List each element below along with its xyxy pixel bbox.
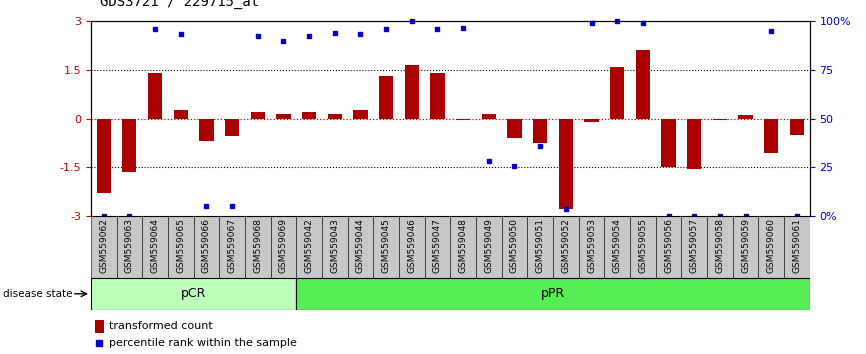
- Bar: [611, 67, 624, 119]
- Text: GSM559065: GSM559065: [177, 218, 185, 273]
- Text: GSM559067: GSM559067: [228, 218, 236, 273]
- Bar: [501, 216, 527, 278]
- Bar: [553, 216, 578, 278]
- Text: GSM559043: GSM559043: [330, 218, 339, 273]
- Text: GSM559052: GSM559052: [561, 218, 571, 273]
- Bar: [507, 119, 521, 138]
- Bar: [578, 216, 604, 278]
- Text: GSM559062: GSM559062: [100, 218, 108, 273]
- Bar: [604, 216, 630, 278]
- Bar: [450, 216, 476, 278]
- Bar: [687, 119, 701, 169]
- Bar: [148, 73, 162, 119]
- Bar: [456, 119, 470, 120]
- Bar: [91, 278, 296, 310]
- Bar: [476, 216, 501, 278]
- Bar: [199, 119, 214, 141]
- Text: GSM559064: GSM559064: [151, 218, 159, 273]
- Bar: [97, 119, 111, 193]
- Bar: [373, 216, 399, 278]
- Bar: [656, 216, 682, 278]
- Bar: [739, 115, 753, 119]
- Bar: [404, 65, 419, 119]
- Text: GSM559056: GSM559056: [664, 218, 673, 273]
- Bar: [117, 216, 142, 278]
- Bar: [302, 112, 316, 119]
- Text: GSM559055: GSM559055: [638, 218, 648, 273]
- Text: pPR: pPR: [541, 287, 565, 300]
- Text: GSM559050: GSM559050: [510, 218, 519, 273]
- Bar: [94, 320, 104, 333]
- Bar: [527, 216, 553, 278]
- Text: GSM559066: GSM559066: [202, 218, 211, 273]
- Bar: [424, 216, 450, 278]
- Bar: [322, 216, 347, 278]
- Text: GSM559045: GSM559045: [382, 218, 391, 273]
- Bar: [353, 110, 367, 119]
- Bar: [251, 112, 265, 119]
- Bar: [379, 76, 393, 119]
- Text: GSM559054: GSM559054: [612, 218, 622, 273]
- Bar: [759, 216, 784, 278]
- Text: GSM559047: GSM559047: [433, 218, 442, 273]
- Text: GSM559058: GSM559058: [715, 218, 724, 273]
- Bar: [430, 73, 444, 119]
- Bar: [533, 119, 547, 143]
- Bar: [764, 119, 779, 153]
- Bar: [713, 119, 727, 120]
- Text: GSM559044: GSM559044: [356, 218, 365, 273]
- Text: disease state: disease state: [3, 289, 72, 299]
- Bar: [630, 216, 656, 278]
- Bar: [707, 216, 733, 278]
- Text: GSM559069: GSM559069: [279, 218, 288, 273]
- Text: GSM559068: GSM559068: [253, 218, 262, 273]
- Bar: [276, 114, 290, 119]
- Text: percentile rank within the sample: percentile rank within the sample: [109, 338, 297, 348]
- Bar: [91, 216, 117, 278]
- Bar: [347, 216, 373, 278]
- Text: GSM559046: GSM559046: [407, 218, 417, 273]
- Bar: [168, 216, 194, 278]
- Bar: [682, 216, 707, 278]
- Bar: [585, 119, 598, 122]
- Bar: [327, 114, 342, 119]
- Bar: [194, 216, 219, 278]
- Bar: [225, 119, 239, 136]
- Bar: [296, 216, 322, 278]
- Bar: [296, 278, 810, 310]
- Text: GSM559063: GSM559063: [125, 218, 134, 273]
- Text: GSM559051: GSM559051: [536, 218, 545, 273]
- Bar: [219, 216, 245, 278]
- Text: GSM559059: GSM559059: [741, 218, 750, 273]
- Text: pCR: pCR: [181, 287, 206, 300]
- Text: GSM559061: GSM559061: [792, 218, 801, 273]
- Text: GSM559060: GSM559060: [766, 218, 776, 273]
- Bar: [270, 216, 296, 278]
- Text: GDS3721 / 229715_at: GDS3721 / 229715_at: [100, 0, 259, 9]
- Bar: [481, 114, 496, 119]
- Bar: [142, 216, 168, 278]
- Bar: [662, 119, 675, 167]
- Bar: [784, 216, 810, 278]
- Bar: [559, 119, 573, 210]
- Text: GSM559053: GSM559053: [587, 218, 596, 273]
- Text: GSM559057: GSM559057: [689, 218, 699, 273]
- Bar: [636, 50, 650, 119]
- Bar: [245, 216, 270, 278]
- Text: GSM559048: GSM559048: [459, 218, 468, 273]
- Bar: [122, 119, 137, 172]
- Bar: [733, 216, 759, 278]
- Text: GSM559049: GSM559049: [484, 218, 494, 273]
- Text: transformed count: transformed count: [109, 321, 213, 331]
- Bar: [790, 119, 804, 135]
- Text: GSM559042: GSM559042: [305, 218, 313, 273]
- Bar: [399, 216, 424, 278]
- Bar: [174, 110, 188, 119]
